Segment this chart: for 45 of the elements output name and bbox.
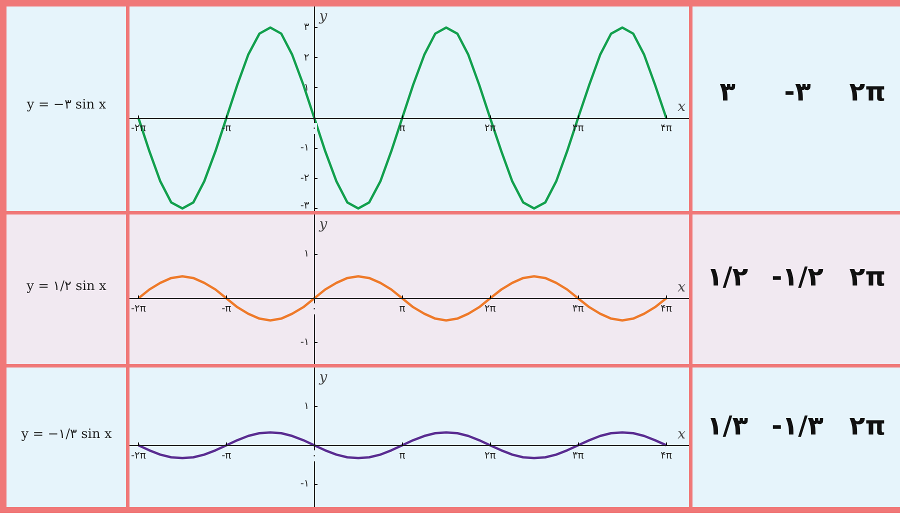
x-tick-label: -۲π [130,450,146,462]
text: -۱/۳ [771,411,824,442]
x-axis-title: x [678,426,686,442]
text: ۳ [720,78,736,108]
y-tick-label: ۱ [304,82,310,94]
x-tick-label: π [399,450,406,462]
x-tick-label: ۰ [312,450,317,462]
y-tick-label: ۲ [304,52,310,64]
x-tick-label: ۳π [572,450,584,462]
y-axis-title: y [318,8,328,24]
x-tick-label: ۲π [484,450,496,462]
x-tick-label: ۴π [660,123,672,134]
text: ۲π [849,262,886,292]
y-tick-label: ۳ [304,22,310,34]
text: ۱/۲ [706,262,748,292]
x-tick-label: π [399,123,406,134]
text: ۱/۳ [706,411,748,442]
x-tick-label: -π [222,303,232,314]
x-tick-label: -π [222,450,232,462]
x-tick-label: ۴π [660,450,672,462]
text: ۲π [849,411,886,442]
y-tick-label: -۱ [300,336,310,348]
x-tick-label: ۰ [312,123,317,134]
y-axis-title: y [318,370,328,386]
y-tick-label: -۱ [300,142,310,154]
x-tick-label: ۴π [660,303,672,314]
x-tick-label: ۰ [312,303,317,314]
x-tick-label: -۲π [130,303,146,314]
x-axis-title: x [678,279,686,296]
text: ۲π [849,78,886,108]
text: -۱/۲ [771,262,824,292]
text: y = −۱/۳ sin x [20,427,112,442]
text: y = −۳ sin x [26,97,107,112]
y-tick-label: -۲ [300,172,310,184]
y-tick-label: -۱ [300,478,310,490]
text: y = ۱/۲ sin x [26,279,108,294]
text: -۳ [784,78,811,108]
x-tick-label: ۲π [484,303,496,314]
y-axis-title: y [318,216,328,232]
x-tick-label: π [399,303,406,314]
x-axis-title: x [678,99,686,116]
y-tick-label: ۱ [304,248,310,260]
y-tick-label: -۳ [300,200,310,212]
x-tick-label: ۳π [572,303,584,314]
y-tick-label: ۱ [304,400,310,412]
